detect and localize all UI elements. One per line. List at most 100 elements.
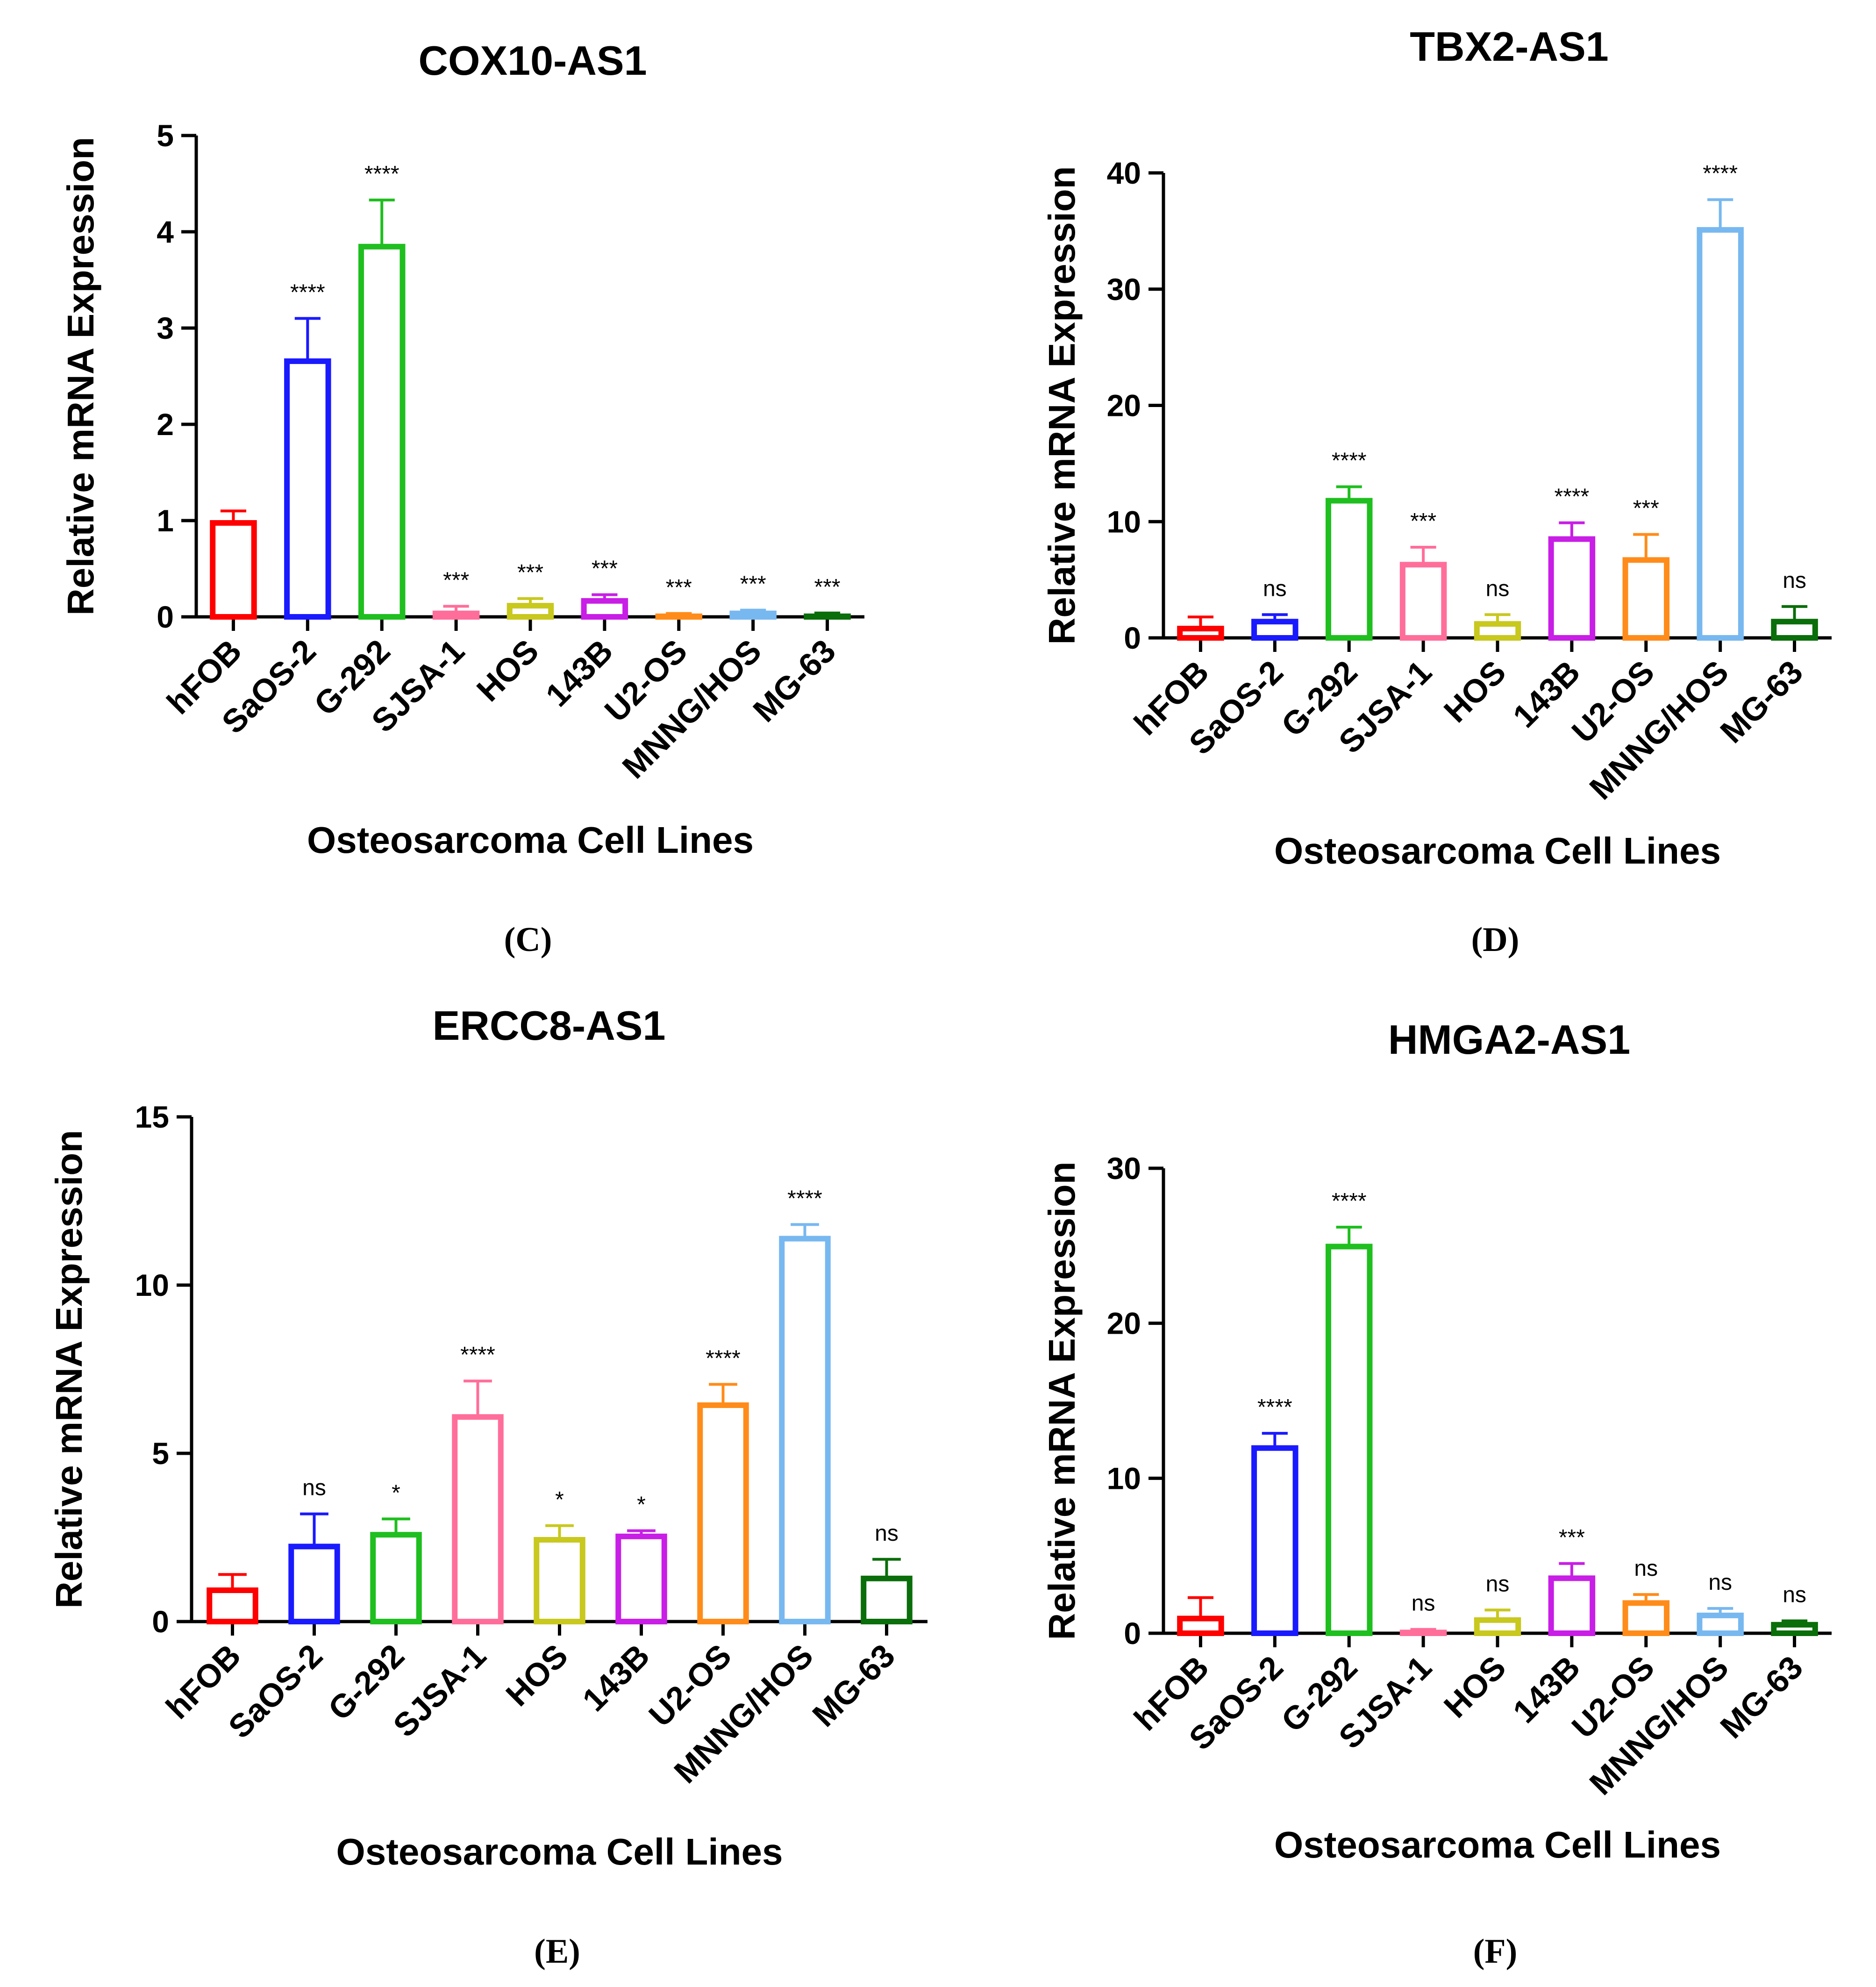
significance-label: ****: [460, 1343, 495, 1367]
significance-label: ****: [1332, 449, 1367, 473]
bar-g-292: [358, 243, 406, 620]
y-tick-label: 0: [152, 1604, 169, 1639]
bar-mnng-hos: [729, 610, 777, 620]
x-tick-label: MG-63: [746, 632, 842, 729]
significance-label: ns: [875, 1521, 899, 1546]
significance-label: ***: [740, 572, 766, 597]
y-tick-label: 30: [1107, 1151, 1141, 1186]
significance-label: ns: [1486, 1572, 1510, 1596]
bar-mnng-hos: [1697, 227, 1744, 641]
panel-label: (C): [504, 921, 552, 959]
x-tick-label: HOS: [470, 632, 545, 708]
bar-143b: [615, 1533, 667, 1625]
bar-mg-63: [1771, 1622, 1818, 1637]
bar-143b: [1548, 536, 1596, 641]
significance-label: ****: [1703, 161, 1738, 186]
bar-sjsa-1: [1399, 1630, 1447, 1637]
significance-label: ****: [706, 1346, 741, 1371]
y-tick-label: 20: [1107, 388, 1141, 423]
chart-title: TBX2-AS1: [1410, 23, 1608, 70]
significance-label: ****: [364, 162, 399, 186]
significance-label: ns: [1263, 576, 1287, 601]
panel-label: (E): [534, 1932, 580, 1971]
y-tick-label: 0: [1124, 1616, 1141, 1651]
bar-hos: [1474, 621, 1521, 641]
significance-label: *: [555, 1487, 564, 1512]
bar-u2-os: [697, 1402, 749, 1624]
y-tick-label: 0: [157, 600, 174, 634]
chart-title: HMGA2-AS1: [1388, 1016, 1630, 1063]
chart-panel-d: TBX2-AS1 0 10 20 30 40 Relative mRNA Expressio…: [1041, 23, 1832, 959]
x-axis-label: Osteosarcoma Cell Lines: [336, 1831, 783, 1873]
significance-label: ****: [290, 280, 325, 305]
significance-label: ns: [1708, 1570, 1732, 1595]
bar-u2-os: [1622, 1600, 1670, 1637]
y-tick-label: 30: [1107, 272, 1141, 307]
bar-hfob: [1177, 626, 1224, 641]
y-tick-label: 10: [1107, 504, 1141, 539]
bar-sjsa-1: [1399, 562, 1447, 641]
y-tick-label: 20: [1107, 1306, 1141, 1341]
significance-label: ****: [787, 1186, 822, 1211]
bar-mg-63: [1771, 619, 1818, 641]
x-axis-label: Osteosarcoma Cell Lines: [1274, 830, 1721, 872]
significance-label: ns: [1412, 1591, 1435, 1616]
y-tick-label: 10: [1107, 1461, 1141, 1495]
x-tick-label: SJSA-1: [386, 1637, 493, 1744]
bar-u2-os: [1622, 557, 1670, 641]
x-tick-label: MG-63: [806, 1637, 902, 1733]
significance-label: ***: [443, 568, 469, 593]
y-axis-label: Relative mRNA Expression: [1041, 166, 1083, 644]
significance-label: ns: [1634, 1556, 1658, 1581]
significance-label: ***: [1559, 1525, 1585, 1550]
y-tick-label: 5: [157, 118, 174, 153]
bar-hfob: [210, 520, 257, 620]
bar-g-292: [370, 1532, 422, 1624]
x-tick-label: MG-63: [1713, 1649, 1810, 1745]
significance-label: ns: [1783, 568, 1806, 593]
y-tick-label: 1: [157, 503, 174, 538]
bar-saos-2: [1251, 619, 1298, 641]
y-axis-label: Relative mRNA Expression: [48, 1130, 90, 1608]
bar-143b: [1548, 1575, 1596, 1637]
significance-label: ns: [302, 1476, 326, 1501]
significance-label: ns: [1486, 576, 1510, 601]
bar-hfob: [1177, 1615, 1224, 1636]
y-tick-label: 40: [1107, 156, 1141, 190]
bar-mnng-hos: [779, 1236, 831, 1625]
bar-hfob: [207, 1587, 258, 1624]
bar-saos-2: [1251, 1445, 1298, 1637]
y-tick-label: 3: [157, 311, 174, 345]
chart-title: COX10-AS1: [418, 37, 647, 84]
significance-label: ***: [1633, 496, 1659, 521]
y-tick-label: 15: [135, 1100, 169, 1134]
bar-saos-2: [288, 1544, 340, 1624]
x-axis-label: Osteosarcoma Cell Lines: [1274, 1824, 1721, 1865]
bar-sjsa-1: [432, 610, 480, 620]
bar-mg-63: [861, 1575, 913, 1625]
y-tick-label: 0: [1124, 621, 1141, 655]
bar-hos: [506, 603, 554, 620]
significance-label: ns: [1783, 1582, 1806, 1607]
significance-label: ***: [1410, 509, 1436, 534]
significance-label: ***: [517, 560, 543, 585]
bar-g-292: [1325, 498, 1373, 641]
bar-saos-2: [284, 358, 331, 620]
y-tick-label: 2: [157, 407, 174, 442]
significance-label: *: [637, 1493, 646, 1517]
x-tick-label: MG-63: [1713, 653, 1810, 750]
x-tick-label: HOS: [1437, 1649, 1512, 1724]
y-axis-label: Relative mRNA Expression: [1041, 1161, 1083, 1640]
significance-label: ****: [1257, 1395, 1292, 1420]
bar-u2-os: [655, 613, 703, 620]
bar-mg-63: [804, 613, 851, 620]
significance-label: ****: [1555, 485, 1590, 509]
panel-label: (F): [1473, 1932, 1518, 1971]
bar-mnng-hos: [1697, 1612, 1744, 1636]
y-tick-label: 5: [152, 1436, 169, 1471]
y-tick-label: 4: [157, 214, 174, 249]
x-tick-label: HOS: [499, 1637, 575, 1713]
